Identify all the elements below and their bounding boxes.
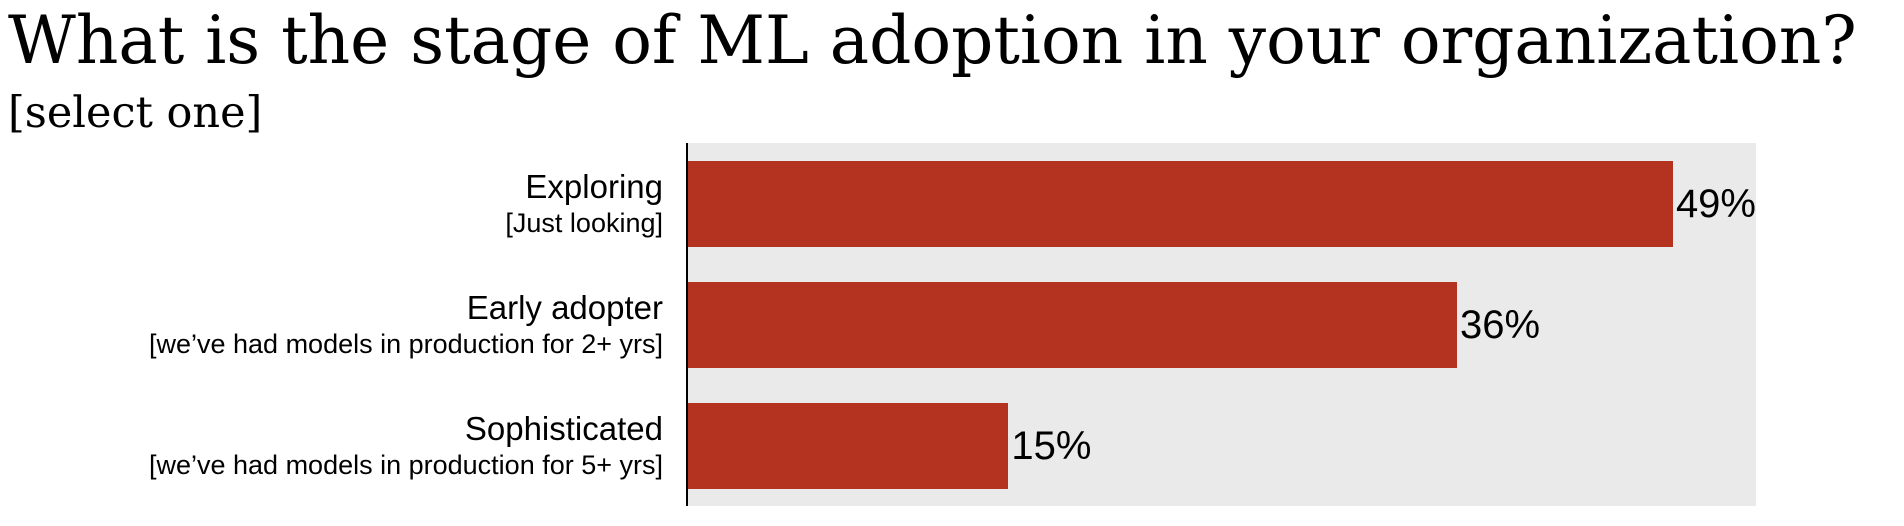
chart-row: Exploring [Just looking] 49% <box>0 143 1904 264</box>
y-axis-line <box>686 143 688 506</box>
chart-question-title: What is the stage of ML adoption in your… <box>8 2 1857 79</box>
chart-rows: Exploring [Just looking] 49% Early adopt… <box>0 143 1904 506</box>
bar <box>688 160 1673 247</box>
value-label: 36% <box>1459 302 1541 347</box>
category-label: Exploring <box>525 167 663 205</box>
bar-track: 36% <box>688 281 1756 368</box>
bar <box>688 402 1009 489</box>
category-sublabel: [we’ve had models in production for 5+ y… <box>148 449 663 480</box>
chart-row: Sophisticated [we’ve had models in produ… <box>0 385 1904 506</box>
category-label: Sophisticated <box>464 409 663 447</box>
value-label: 15% <box>1011 423 1092 468</box>
value-label: 49% <box>1675 181 1756 226</box>
category-sublabel: [Just looking] <box>505 207 663 238</box>
bar-track: 49% <box>688 160 1756 247</box>
category-sublabel: [we’ve had models in production for 2+ y… <box>148 328 663 359</box>
category-label: Early adopter <box>466 288 663 326</box>
chart-row: Early adopter [we’ve had models in produ… <box>0 264 1904 385</box>
category-label-group: Sophisticated [we’ve had models in produ… <box>0 410 688 481</box>
category-label-group: Early adopter [we’ve had models in produ… <box>0 289 688 360</box>
category-label-group: Exploring [Just looking] <box>0 168 688 239</box>
bar-track: 15% <box>688 402 1756 489</box>
chart-question-subtitle: [select one] <box>8 88 263 138</box>
bar <box>688 281 1457 368</box>
bar-chart: Exploring [Just looking] 49% Early adopt… <box>0 143 1904 506</box>
